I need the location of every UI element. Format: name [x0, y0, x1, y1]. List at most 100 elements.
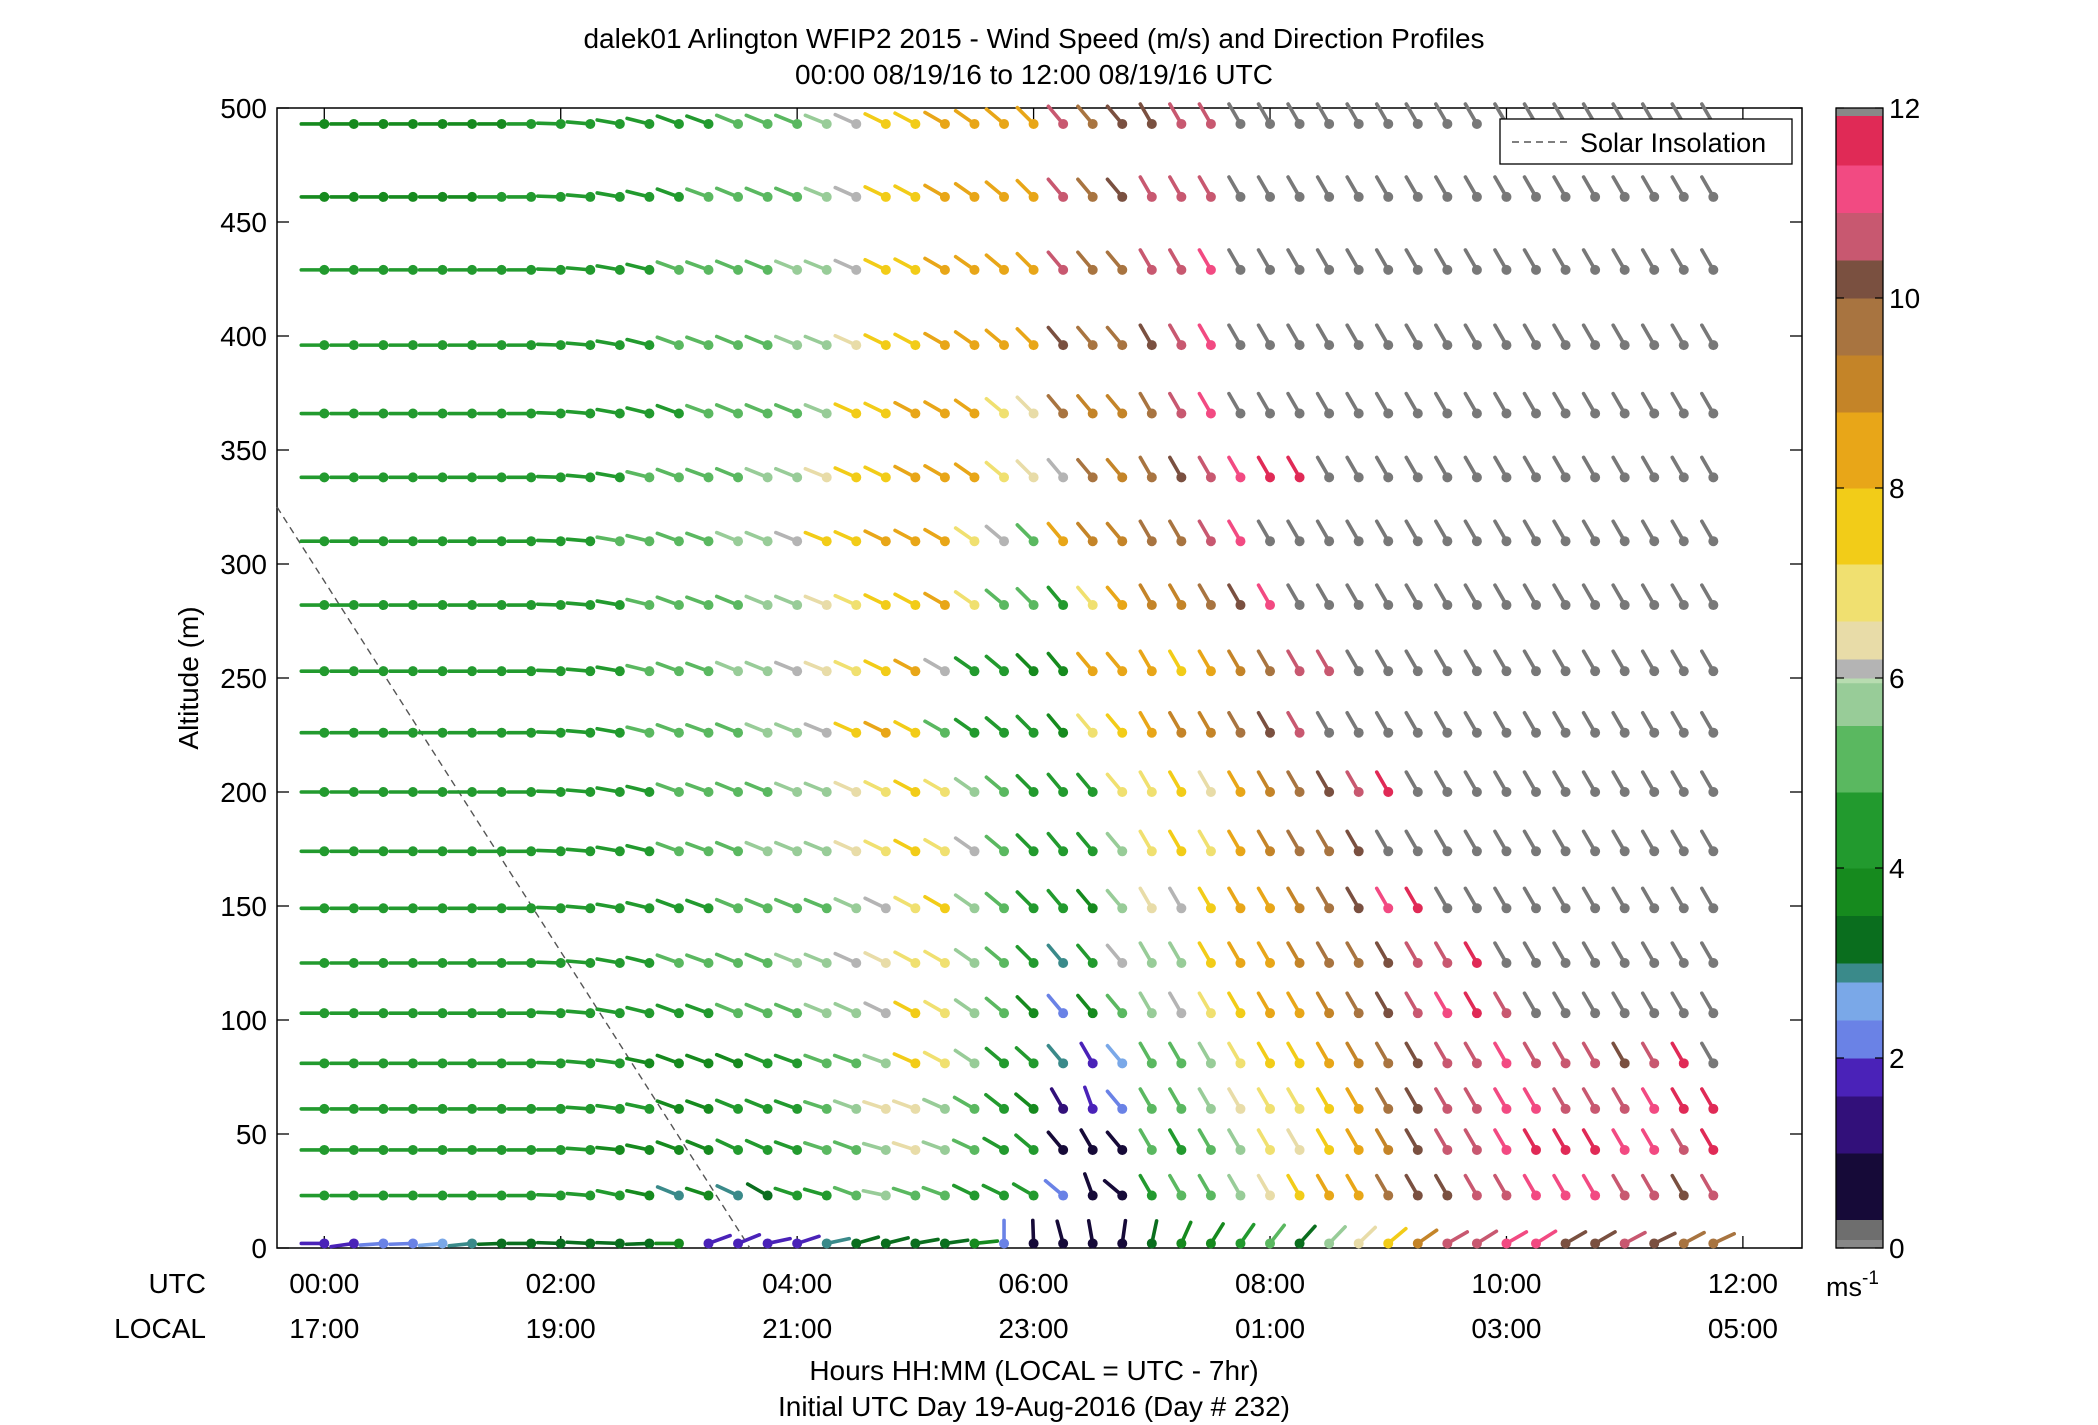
wind-barb-dot — [851, 191, 862, 202]
wind-barb-dot — [1058, 727, 1069, 738]
wind-barb-dot — [437, 472, 448, 483]
wind-barb-dot — [880, 191, 891, 202]
wind-barb-dot — [1087, 727, 1098, 738]
wind-barb-dot — [407, 472, 418, 483]
wind-barb-dot — [1294, 1008, 1305, 1019]
wind-barb-dot — [1619, 846, 1630, 857]
wind-barb-dot — [437, 1190, 448, 1201]
colorbar-segment — [1836, 212, 1883, 261]
wind-barb-dot — [1560, 191, 1571, 202]
wind-barb-dot — [1087, 666, 1098, 677]
wind-barb-dot — [1619, 1008, 1630, 1019]
wind-barb-dot — [1058, 408, 1069, 419]
wind-barb-dot — [496, 191, 507, 202]
wind-barb-dot — [1353, 1058, 1364, 1069]
wind-barb-dot — [1590, 408, 1601, 419]
wind-barb-dot — [585, 666, 596, 677]
wind-barb-dot — [1235, 600, 1246, 611]
wind-barb-dot — [467, 1144, 478, 1155]
wind-barb-dot — [673, 1008, 684, 1019]
x-axis-label: Hours HH:MM (LOCAL = UTC - 7hr) — [809, 1355, 1258, 1386]
wind-barb-dot — [1590, 1058, 1601, 1069]
wind-barb-dot — [1265, 1058, 1276, 1069]
wind-barb-dot — [1146, 958, 1157, 968]
wind-barb-dot — [1028, 340, 1039, 351]
wind-barb-dot — [1205, 1238, 1216, 1249]
wind-barb-dot — [1324, 1103, 1335, 1114]
wind-barb-dot — [614, 903, 625, 914]
wind-barb-dot — [1501, 903, 1512, 914]
wind-barb-dot — [348, 264, 359, 275]
wind-barb-dot — [378, 118, 389, 129]
wind-barb-dot — [1235, 191, 1246, 202]
wind-barb-dot — [1028, 1190, 1039, 1201]
wind-barb-dot — [762, 408, 773, 419]
plot-frame — [276, 107, 1803, 1249]
wind-barb-dot — [1353, 958, 1364, 968]
wind-barb-dot — [1294, 903, 1305, 914]
wind-barb-dot — [1205, 340, 1216, 351]
wind-barb-dot — [1649, 1238, 1660, 1249]
wind-barb-dot — [969, 666, 980, 677]
wind-barb-dot — [703, 787, 714, 797]
wind-barb-dot — [1176, 787, 1187, 797]
wind-barb-dot — [1146, 787, 1157, 797]
wind-barb-dot — [407, 846, 418, 857]
wind-barb-dot — [467, 1103, 478, 1114]
wind-barb-dot — [733, 1144, 744, 1155]
wind-barb-dot — [1560, 903, 1571, 914]
wind-barb-dot — [1649, 600, 1660, 611]
wind-barb-dot — [880, 846, 891, 857]
wind-barb-dot — [1383, 903, 1394, 914]
wind-barb-dot — [1087, 600, 1098, 611]
wind-barb-dot — [1619, 472, 1630, 483]
wind-barb-dot — [496, 600, 507, 611]
wind-barb-dot — [407, 666, 418, 677]
wind-barb-dot — [792, 600, 803, 611]
wind-barb-dot — [1442, 787, 1453, 797]
wind-barb-dot — [1501, 1058, 1512, 1069]
wind-barb-dot — [703, 118, 714, 129]
wind-barb-dot — [555, 958, 566, 968]
wind-barb-dot — [1412, 191, 1423, 202]
wind-barb-dot — [1471, 536, 1482, 547]
solar-insolation-layer — [276, 506, 751, 1249]
wind-barb-dot — [1590, 846, 1601, 857]
wind-barb-dot — [1265, 600, 1276, 611]
wind-barb-dot — [969, 1144, 980, 1155]
wind-barb-dot — [348, 1008, 359, 1019]
wind-barb-dot — [1590, 472, 1601, 483]
wind-barb-dot — [1205, 536, 1216, 547]
wind-barb-dot — [378, 264, 389, 275]
wind-barb-dot — [939, 1058, 950, 1069]
y-tick-label: 50 — [236, 1119, 267, 1150]
wind-barb-dot — [1708, 846, 1719, 857]
wind-barb-dot — [1412, 118, 1423, 129]
wind-barb-dot — [821, 191, 832, 202]
wind-barb-dot — [1324, 1144, 1335, 1155]
wind-barb-dot — [910, 727, 921, 738]
wind-barb-dot — [733, 666, 744, 677]
colorbar-segment — [1836, 682, 1883, 726]
wind-barb-dot — [614, 340, 625, 351]
wind-barb-dot — [1117, 958, 1128, 968]
colorbar-segment — [1836, 260, 1883, 299]
wind-barb-dot — [1176, 1190, 1187, 1201]
wind-barb-dot — [1560, 472, 1571, 483]
wind-barb-dot — [910, 264, 921, 275]
wind-barb-dot — [319, 600, 330, 611]
wind-barb-dot — [1265, 958, 1276, 968]
wind-barb-dot — [703, 264, 714, 275]
wind-barb-dot — [673, 846, 684, 857]
wind-barb-dot — [407, 1144, 418, 1155]
wind-barb-dot — [1471, 472, 1482, 483]
wind-barb-dot — [555, 264, 566, 275]
wind-barb-dot — [939, 727, 950, 738]
wind-barb-dot — [319, 1144, 330, 1155]
wind-barb-dot — [821, 1238, 832, 1249]
wind-barb-dot — [555, 1190, 566, 1201]
wind-barb-dot — [733, 600, 744, 611]
wind-barb-dot — [1649, 536, 1660, 547]
wind-barb-dot — [378, 472, 389, 483]
legend[interactable]: Solar Insolation — [1499, 118, 1793, 165]
